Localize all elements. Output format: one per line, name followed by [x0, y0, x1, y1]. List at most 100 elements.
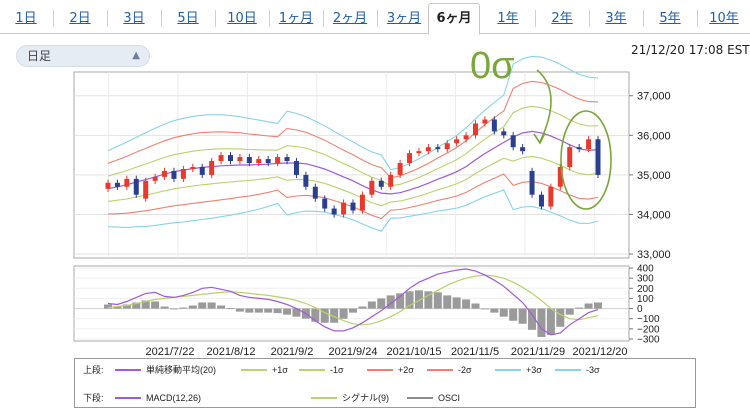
legend-item-label: MACD(12,26)	[146, 393, 202, 403]
candle-body	[105, 182, 111, 189]
osci-bar	[104, 304, 112, 309]
candle-body	[444, 143, 450, 150]
osci-bar	[424, 291, 433, 309]
x-ticks: 2021/7/22 2021/8/12 2021/9/2 2021/9/24 2021/…	[146, 346, 628, 358]
candle-body	[538, 194, 544, 207]
osci-bar	[556, 308, 565, 327]
candle-body	[284, 157, 290, 162]
candle-body	[293, 161, 299, 175]
tab-12[interactable]: 3年	[605, 11, 627, 26]
candle-body	[237, 157, 243, 162]
candle-body	[190, 166, 196, 169]
tab-separator	[269, 10, 270, 27]
lower-y-tick-label: −300	[637, 334, 660, 345]
bollinger-bands	[107, 55, 599, 232]
tab-separator	[107, 10, 108, 27]
timestamp: 21/12/20 17:08 EST	[631, 43, 750, 57]
tab-11[interactable]: 2年	[551, 11, 573, 26]
candle-body	[529, 170, 535, 195]
osci-bar	[349, 308, 357, 313]
osci-bar	[367, 301, 376, 309]
x-tick-label: 2021/8/12	[207, 346, 256, 358]
osci-bar	[245, 308, 254, 313]
candle-body	[567, 147, 573, 167]
candle-body	[199, 166, 205, 175]
lower-y-tick-label: 0	[637, 304, 643, 315]
lower-y-tick-label: 200	[637, 284, 654, 295]
candle-body	[303, 174, 309, 187]
tab-4[interactable]: 5日	[177, 11, 199, 26]
legend-upper-row: 上段: 単純移動平均(20) +1σ -1σ +2σ -2σ +3σ -3σ	[75, 363, 695, 377]
osci-bar	[528, 308, 537, 330]
tab-separator	[535, 10, 536, 27]
osci-bar	[311, 308, 320, 322]
osci-bar	[320, 308, 329, 323]
candle-body	[463, 135, 469, 140]
lower-y-tick-label: 100	[637, 294, 654, 305]
tab-6[interactable]: 1ヶ月	[278, 11, 314, 26]
tab-13[interactable]: 5年	[659, 11, 681, 26]
osci-bar	[443, 295, 452, 309]
candle-body	[520, 147, 526, 152]
x-tick-label: 2021/11/5	[451, 346, 499, 358]
upper-panel-frame	[73, 71, 630, 259]
x-tick-label: 2021/10/15	[386, 346, 441, 358]
upper-y-tick-label: 35,000	[637, 170, 671, 182]
legend-swatch	[427, 369, 453, 371]
osci-bar	[169, 308, 178, 310]
osci-bar	[188, 305, 197, 309]
candle-body	[359, 194, 365, 211]
candle-body	[133, 178, 139, 195]
candle-body	[407, 153, 413, 164]
x-tick-label: 2021/7/22	[146, 346, 195, 358]
period-tab-bar: 1日 2日 3日 5日 10日 1ヶ月 2ヶ月 3ヶ月 6ヶ月 1年 2年 3年 5年 10年	[0, 0, 750, 35]
legend-item-label: 単純移動平均(20)	[146, 365, 217, 375]
tab-2[interactable]: 2日	[69, 11, 91, 26]
osci-bar	[339, 308, 348, 319]
interval-select[interactable]: 日足 ▲	[16, 45, 150, 67]
legend-swatch	[407, 397, 433, 399]
upper-y-tick-label: 36,000	[637, 130, 671, 142]
legend-item-label: +1σ	[272, 365, 288, 375]
lower-y-tick-label: −100	[637, 314, 660, 325]
legend-upper-label: 上段:	[83, 365, 104, 375]
osci-bar	[490, 308, 499, 313]
tab-separator	[323, 10, 324, 27]
legend-lower-label: 下段:	[83, 393, 104, 403]
tab-8[interactable]: 3ヶ月	[386, 11, 422, 26]
tab-1[interactable]: 1日	[15, 11, 37, 26]
legend-swatch	[555, 369, 581, 371]
tab-7[interactable]: 2ヶ月	[332, 11, 368, 26]
tab-3[interactable]: 3日	[123, 11, 145, 26]
osci-bars	[104, 290, 602, 337]
candle-body	[171, 170, 177, 179]
osci-bar	[594, 302, 602, 309]
tab-5[interactable]: 10日	[227, 11, 257, 26]
candle-body	[350, 202, 356, 211]
osci-bar	[358, 306, 367, 309]
tab-separator	[697, 10, 698, 27]
signal-line	[107, 274, 599, 326]
osci-bar	[584, 303, 593, 309]
tab-14[interactable]: 10年	[709, 11, 739, 26]
tab-10[interactable]: 1年	[497, 11, 519, 26]
candle-body	[491, 119, 497, 132]
tab-separator	[215, 10, 216, 27]
sigma-annotation-label: 0σ	[470, 45, 515, 87]
candle-body	[152, 176, 158, 181]
legend-swatch	[115, 397, 141, 399]
osci-bar	[499, 308, 508, 317]
candle-body	[369, 180, 375, 195]
candle-body	[454, 139, 460, 144]
stock-chart[interactable]: 37,000 36,000 35,000 34,000 33,000 400300200…	[0, 0, 750, 358]
candle-body	[586, 139, 592, 150]
osci-bar	[141, 300, 150, 309]
osci-bar	[330, 308, 339, 323]
candle-body	[256, 159, 262, 164]
candle-body	[425, 147, 431, 152]
candle-body	[143, 180, 149, 199]
candle-body	[482, 119, 488, 124]
osci-bar	[405, 291, 414, 309]
tab-9[interactable]: 6ヶ月	[428, 3, 480, 35]
osci-bar	[575, 307, 584, 309]
